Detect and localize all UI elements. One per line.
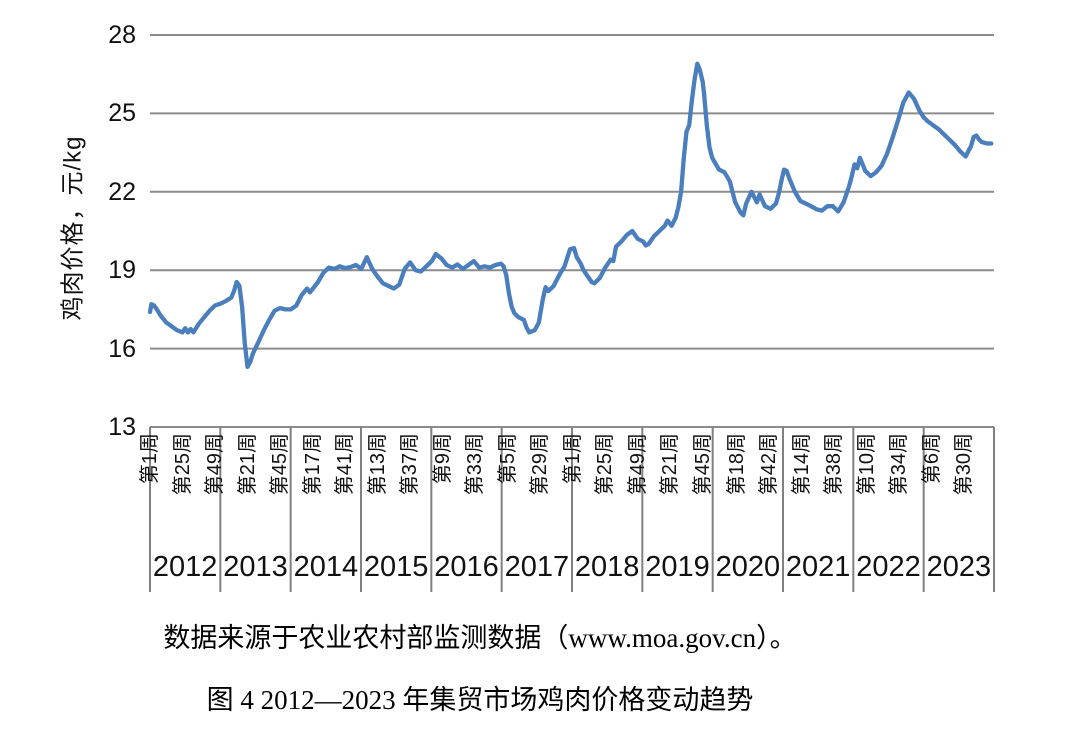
year-label-2019: 2019: [645, 551, 710, 583]
week-tick-label: 第21周: [236, 433, 259, 496]
y-axis-title: 鸡肉价格，元/kg: [59, 135, 87, 321]
y-tick-label-19: 19: [108, 256, 136, 285]
week-tick-label: 第25周: [171, 433, 194, 496]
week-tick-label: 第17周: [301, 433, 324, 496]
year-label-2012: 2012: [152, 551, 218, 583]
source-note: 数据来源于农业农村部监测数据（www.moa.gov.cn）。: [163, 623, 797, 653]
week-tick-label: 第29周: [529, 433, 552, 496]
y-tick-label-22: 22: [108, 177, 136, 206]
year-label-2017: 2017: [504, 551, 570, 583]
week-tick-label: 第1周: [561, 433, 584, 485]
year-label-2020: 2020: [715, 551, 781, 583]
year-label-2014: 2014: [293, 551, 359, 583]
week-tick-label: 第21周: [659, 433, 682, 496]
week-tick-label: 第45周: [269, 433, 292, 496]
week-tick-label: 第34周: [888, 433, 911, 496]
week-tick-label: 第49周: [626, 433, 649, 496]
week-tick-label: 第5周: [496, 433, 519, 485]
y-tick-label-28: 28: [108, 21, 136, 49]
year-label-2018: 2018: [574, 551, 640, 583]
week-tick-label: 第33周: [464, 433, 487, 496]
week-tick-label: 第38周: [823, 433, 846, 496]
figure-caption: 图 4 2012—2023 年集贸市场鸡肉价格变动趋势: [206, 685, 754, 715]
week-tick-label: 第37周: [399, 433, 422, 496]
year-label-2023: 2023: [926, 551, 992, 583]
year-label-2015: 2015: [363, 551, 429, 583]
week-tick-label: 第1周: [139, 433, 161, 485]
week-tick-label: 第13周: [366, 433, 389, 496]
y-tick-label-25: 25: [108, 99, 136, 128]
price-line-series: [147, 61, 994, 370]
week-tick-label: 第30周: [953, 433, 976, 496]
y-tick-label-13: 13: [108, 413, 136, 441]
y-tick-label-16: 16: [108, 334, 136, 363]
week-tick-label: 第42周: [758, 433, 781, 496]
week-tick-label: 第9周: [431, 433, 454, 485]
week-tick-label: 第14周: [790, 433, 813, 496]
week-tick-label: 第45周: [691, 433, 714, 496]
week-tick-label: 第41周: [334, 433, 357, 496]
year-label-2013: 2013: [223, 551, 288, 583]
week-tick-label: 第10周: [855, 433, 878, 496]
year-label-2021: 2021: [785, 551, 851, 583]
week-tick-label: 第49周: [204, 433, 227, 496]
week-tick-label: 第6周: [920, 433, 943, 485]
week-tick-label: 第18周: [725, 433, 748, 496]
year-label-2016: 2016: [434, 551, 499, 583]
week-tick-label: 第25周: [594, 433, 617, 496]
year-label-2022: 2022: [856, 551, 921, 583]
